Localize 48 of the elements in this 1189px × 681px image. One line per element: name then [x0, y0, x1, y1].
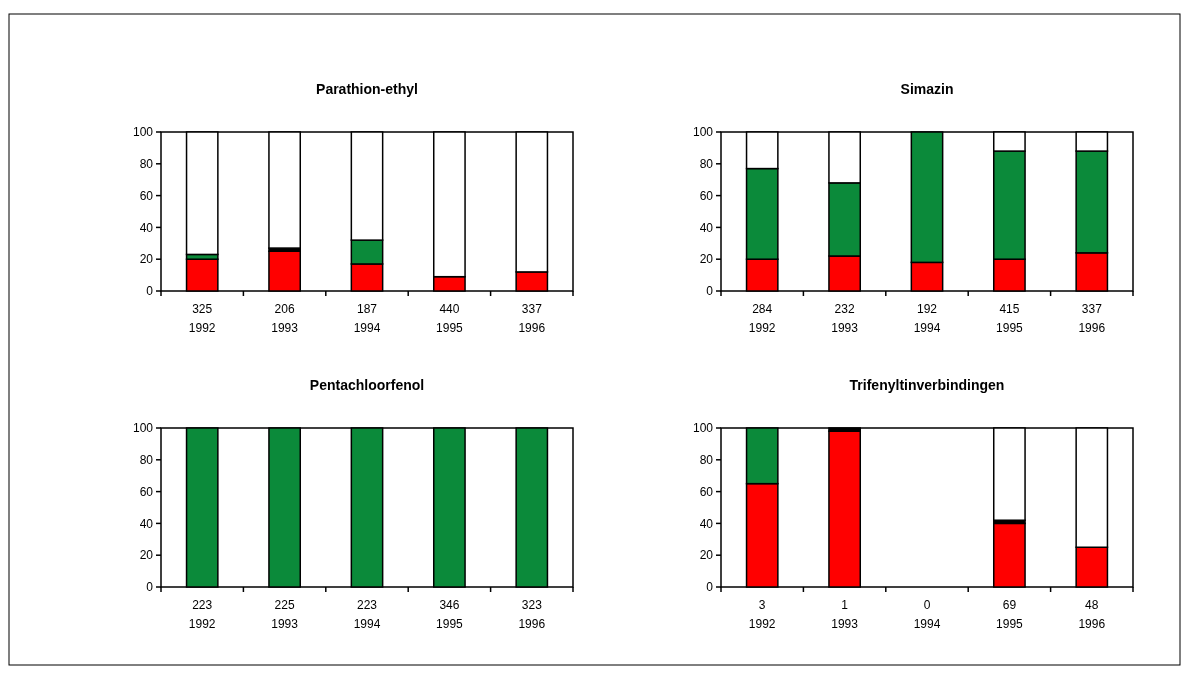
x-tick-label: 69 1995 [996, 598, 1024, 631]
y-tick-label: 0 [706, 580, 714, 595]
chart-title: Simazin [900, 81, 954, 97]
x-tick-label: 223 1992 [188, 598, 216, 631]
x-tick-label: 232 1993 [831, 302, 859, 335]
y-tick-label: 60 [699, 188, 714, 203]
y-tick-label: 100 [132, 125, 154, 140]
y-tick-label: 0 [706, 284, 714, 299]
y-tick-label: 20 [699, 548, 714, 563]
y-tick-label: 100 [692, 421, 714, 436]
x-tick-label: 415 1995 [996, 302, 1024, 335]
x-tick-label: 284 1992 [748, 302, 776, 335]
y-tick-label: 80 [699, 453, 714, 467]
y-tick-label: 100 [692, 125, 714, 140]
y-tick-label: 100 [132, 421, 154, 436]
x-tick-label: 0 1994 [913, 598, 941, 631]
y-tick-label: 0 [146, 284, 154, 299]
chart-title: Parathion-ethyl [316, 81, 418, 97]
x-tick-label: 337 1996 [1078, 302, 1106, 335]
y-tick-label: 20 [139, 548, 154, 563]
y-tick-label: 40 [139, 220, 154, 235]
x-tick-label: 48 1996 [1078, 598, 1106, 631]
y-tick-label: 40 [699, 516, 714, 531]
x-tick-label: 3 1992 [748, 598, 776, 631]
x-tick-label: 206 1993 [271, 302, 299, 335]
y-tick-label: 80 [139, 157, 154, 171]
y-tick-label: 0 [146, 580, 154, 595]
y-tick-label: 20 [139, 252, 154, 267]
chart-title: Pentachloorfenol [309, 377, 425, 393]
x-tick-label: 325 1992 [188, 302, 216, 335]
y-tick-label: 60 [699, 484, 714, 499]
x-tick-label: 337 1996 [518, 302, 546, 335]
x-tick-label: 440 1995 [436, 302, 464, 335]
x-tick-label: 1 1993 [831, 598, 859, 631]
y-tick-label: 20 [699, 252, 714, 267]
y-tick-label: 80 [699, 157, 714, 171]
x-tick-label: 187 1994 [353, 302, 381, 335]
x-tick-label: 323 1996 [518, 598, 546, 631]
y-tick-label: 60 [139, 188, 154, 203]
chart-title: Trifenyltinverbindingen [849, 377, 1005, 393]
y-tick-label: 80 [139, 453, 154, 467]
y-tick-label: 60 [139, 484, 154, 499]
x-tick-label: 223 1994 [353, 598, 381, 631]
y-tick-label: 40 [139, 516, 154, 531]
x-tick-label: 346 1995 [436, 598, 464, 631]
x-tick-label: 192 1994 [913, 302, 941, 335]
x-tick-label: 225 1993 [271, 598, 299, 631]
y-tick-label: 40 [699, 220, 714, 235]
